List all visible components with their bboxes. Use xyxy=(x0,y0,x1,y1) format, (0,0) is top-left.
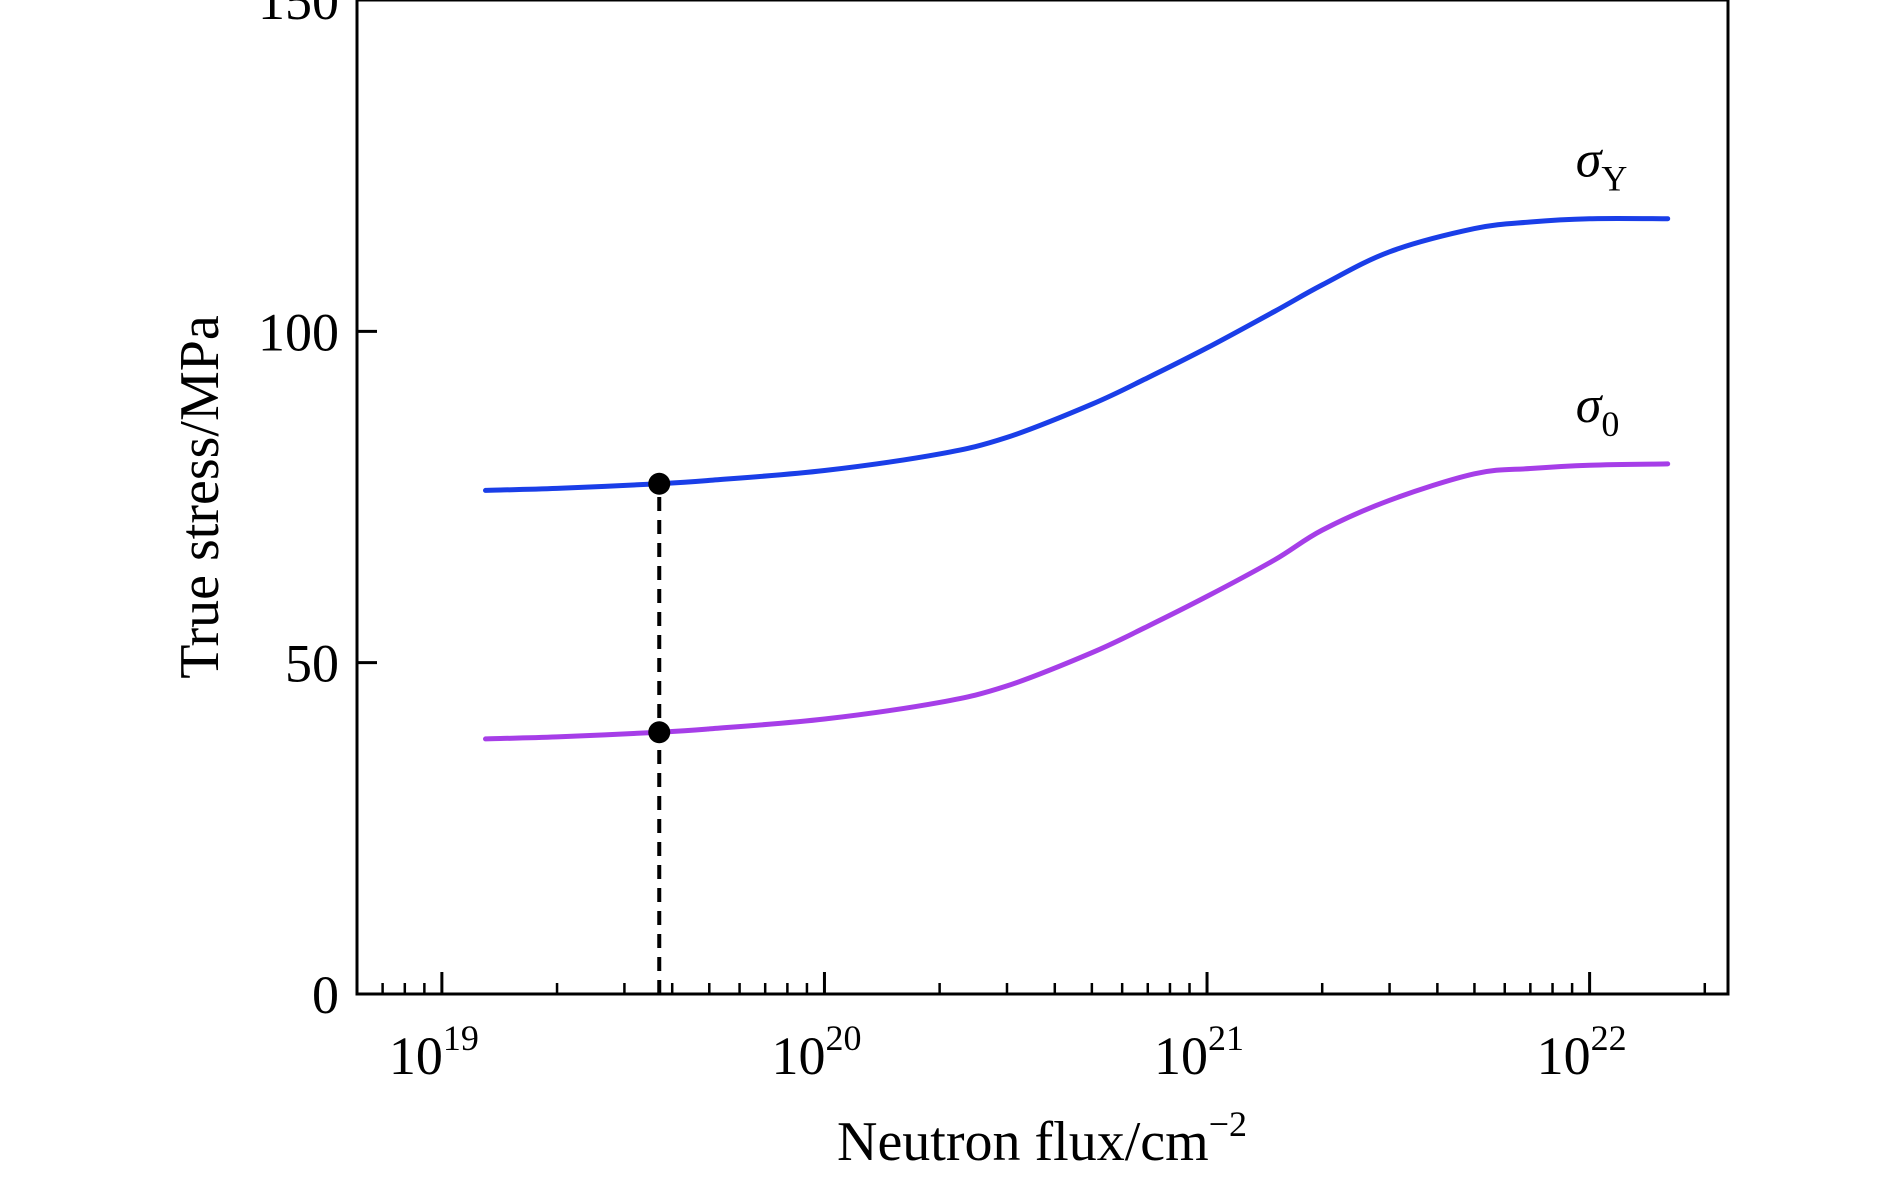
y-axis-title: True stress/MPa xyxy=(169,315,231,679)
x-tick-label-21: 1021 xyxy=(1154,1018,1244,1086)
series-line-0 xyxy=(483,215,1671,493)
marker-point-0 xyxy=(648,472,671,495)
marker-point-1 xyxy=(648,721,671,744)
x-tick-label-20: 1020 xyxy=(771,1018,861,1086)
plot-area: σY σ0 xyxy=(483,132,1671,994)
y-tick-label-150: 150 xyxy=(258,0,339,31)
x-tick-label-19: 1019 xyxy=(389,1018,479,1086)
series-label-0: σY xyxy=(1576,132,1628,199)
y-tick-label-50: 50 xyxy=(285,634,339,694)
series-label-1: σ0 xyxy=(1576,377,1620,444)
y-tick-label-100: 100 xyxy=(258,302,339,362)
x-tick-label-22: 1022 xyxy=(1537,1018,1627,1086)
axis-ticks xyxy=(355,0,1707,996)
tick-labels: 0 50 100 150 1019 1020 1021 1022 xyxy=(258,0,1627,1086)
plot-frame xyxy=(355,0,1730,996)
y-tick-label-0: 0 xyxy=(312,965,339,1025)
x-axis-title: Neutron flux/cm−2 xyxy=(837,1104,1247,1173)
series-line-1 xyxy=(483,461,1671,742)
